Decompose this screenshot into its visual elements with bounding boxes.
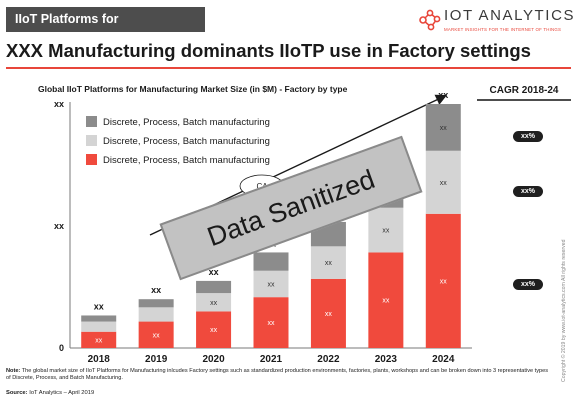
x-tick-label: 2020 bbox=[202, 354, 225, 365]
segment-value-label: xx bbox=[268, 320, 276, 327]
footnote: Note: The global market size of IIoT Pla… bbox=[6, 368, 551, 381]
page-title: XXX Manufacturing dominants IIoTP use in… bbox=[6, 40, 531, 61]
bar-segment bbox=[196, 293, 232, 312]
bar-total-label: xx bbox=[151, 285, 161, 295]
copyright-text: Copyright © 2019 by www.iot-analytics.co… bbox=[561, 239, 567, 382]
segment-value-label: xx bbox=[210, 327, 218, 334]
logo: IOT ANALYTICS MARKET INSIGHTS FOR THE IN… bbox=[418, 5, 576, 39]
x-tick-label: 2018 bbox=[88, 354, 111, 365]
bar-total-label: xx bbox=[94, 301, 104, 311]
legend-swatch bbox=[86, 116, 97, 127]
segment-value-label: xx bbox=[440, 125, 448, 132]
segment-value-label: xx bbox=[153, 332, 161, 339]
bar-segment bbox=[138, 321, 174, 348]
bar-segment bbox=[368, 252, 404, 348]
cagr-value-middle: xx% bbox=[513, 186, 543, 197]
segment-value-label: xx bbox=[440, 180, 448, 187]
bar-segment bbox=[138, 307, 174, 322]
legend-swatch bbox=[86, 135, 97, 146]
title-divider bbox=[6, 67, 571, 69]
segment-value-label: xx bbox=[440, 278, 448, 285]
legend-label: Discrete, Process, Batch manufacturing bbox=[103, 155, 270, 166]
bar-segment bbox=[310, 278, 346, 348]
bar-segment bbox=[138, 299, 174, 308]
logo-tagline: MARKET INSIGHTS FOR THE INTERNET OF THIN… bbox=[444, 27, 562, 32]
note-label: Note: bbox=[6, 368, 21, 374]
segment-value-label: xx bbox=[382, 298, 390, 305]
bar-segment bbox=[81, 315, 117, 322]
segment-value-label: xx bbox=[382, 228, 390, 235]
bar-segment bbox=[425, 104, 461, 151]
segment-value-label: xx bbox=[210, 300, 218, 307]
bar-segment bbox=[310, 246, 346, 279]
y-tick-label: xx bbox=[54, 221, 64, 231]
bar-segment bbox=[425, 150, 461, 214]
source-line: Source: IoT Analytics – April 2019 bbox=[6, 390, 94, 396]
x-tick-label: 2022 bbox=[317, 354, 340, 365]
x-tick-label: 2023 bbox=[375, 354, 398, 365]
cagr-header: CAGR 2018-24 bbox=[477, 82, 571, 101]
x-tick-label: 2019 bbox=[145, 354, 168, 365]
source-label: Source: bbox=[6, 390, 28, 396]
legend-label: Discrete, Process, Batch manufacturing bbox=[103, 136, 270, 147]
y-tick-label: 0 bbox=[59, 343, 64, 353]
segment-value-label: xx bbox=[95, 337, 103, 344]
legend-swatch bbox=[86, 154, 97, 165]
segment-value-label: xx bbox=[268, 281, 276, 288]
chart-subtitle: Global IIoT Platforms for Manufacturing … bbox=[38, 84, 348, 94]
bar-segment bbox=[81, 331, 117, 348]
bar-segment bbox=[425, 213, 461, 348]
section-tag: IIoT Platforms for Manufacturing bbox=[6, 7, 205, 51]
legend-label: Discrete, Process, Batch manufacturing bbox=[103, 117, 270, 128]
bar-segment bbox=[253, 297, 289, 348]
network-nodes-icon bbox=[419, 9, 441, 31]
cagr-value-bottom: xx% bbox=[513, 279, 543, 290]
cagr-value-top: xx% bbox=[513, 131, 543, 142]
x-tick-label: 2021 bbox=[260, 354, 283, 365]
bar-total-label: xx bbox=[438, 90, 448, 100]
note-text: The global market size of IIoT Platforms… bbox=[6, 368, 549, 381]
data-sanitized-stamp: Data Sanitized bbox=[159, 135, 423, 281]
y-tick-label: xx bbox=[54, 99, 64, 109]
bar-segment bbox=[81, 321, 117, 332]
segment-value-label: xx bbox=[325, 260, 333, 267]
bar-segment bbox=[196, 280, 232, 294]
bar-segment bbox=[368, 207, 404, 253]
segment-value-label: xx bbox=[325, 311, 333, 318]
bar-segment bbox=[196, 311, 232, 348]
bar-segment bbox=[253, 252, 289, 271]
x-tick-label: 2024 bbox=[432, 354, 455, 365]
logo-name: IOT ANALYTICS bbox=[444, 7, 576, 24]
source-text: IoT Analytics – April 2019 bbox=[29, 390, 95, 396]
bar-segment bbox=[253, 270, 289, 298]
